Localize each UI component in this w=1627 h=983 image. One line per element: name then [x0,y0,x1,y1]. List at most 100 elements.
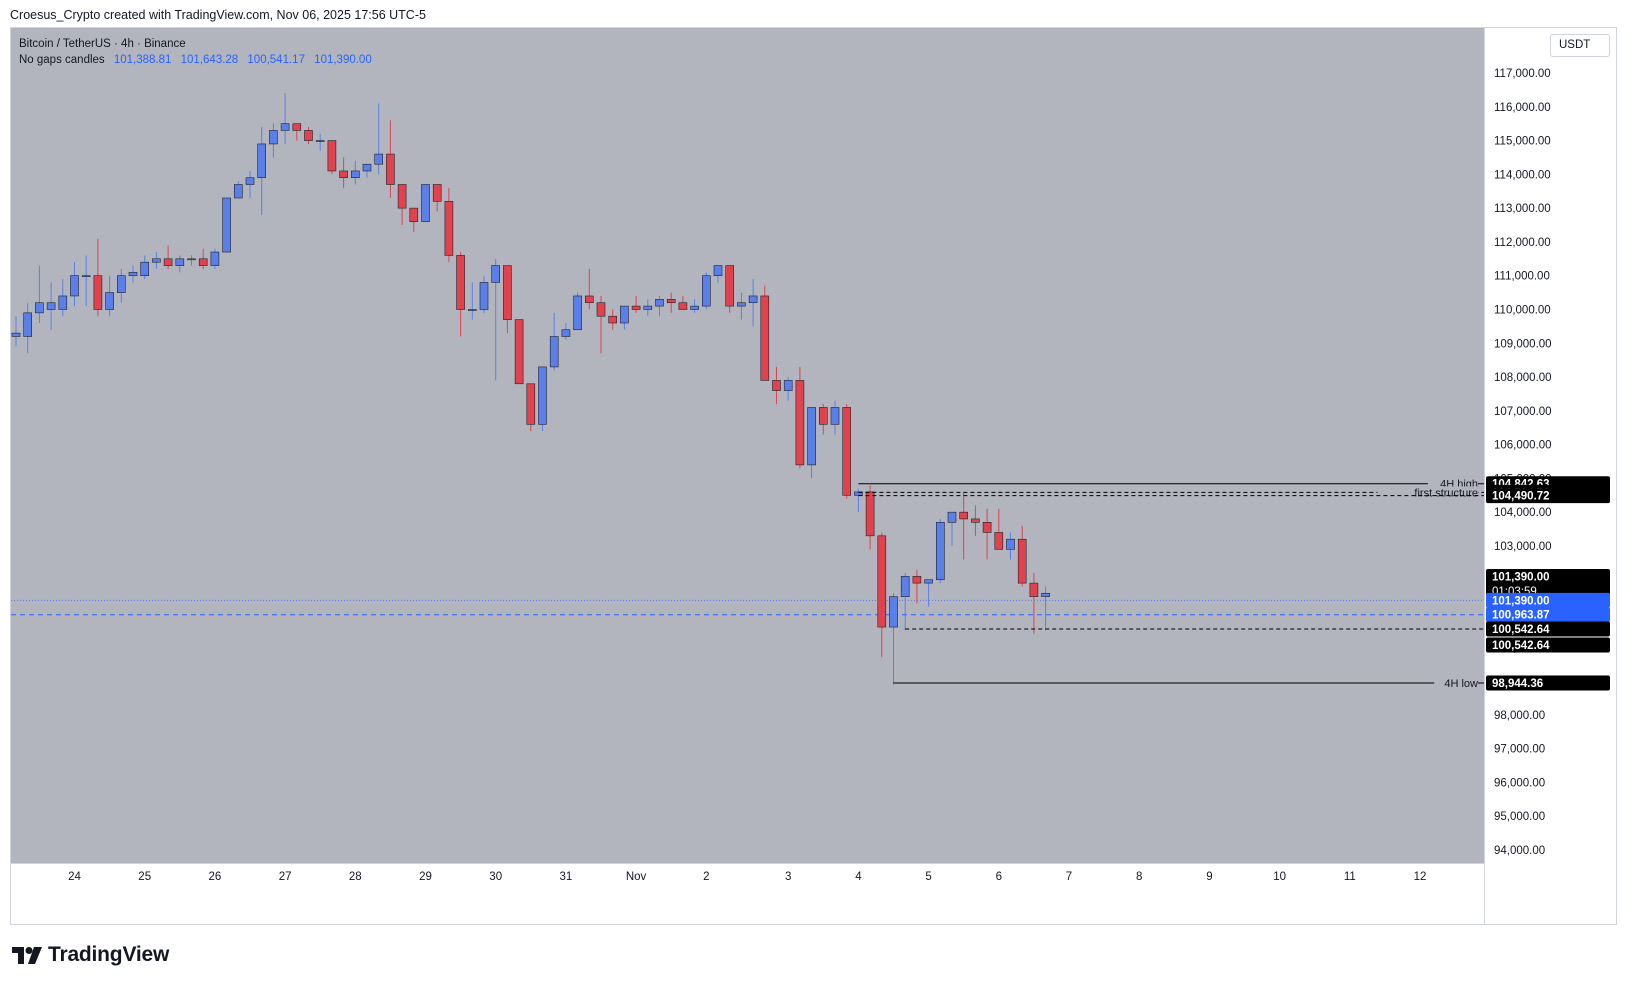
price-axis-label [1486,607,1610,623]
symbol-title[interactable]: Bitcoin / TetherUS · 4h · Binance [19,38,186,50]
candle-type-label: No gaps candles [19,54,105,66]
candle-down [982,522,992,533]
candle-down [608,315,618,324]
candle-up [549,336,559,368]
currency-button[interactable]: USDT [1550,34,1610,57]
level-label: 4H low [1444,678,1478,690]
candle-up [81,275,91,277]
time-axis-background [11,863,1484,924]
candle-up [935,522,945,581]
candle-down [666,299,676,304]
price-axis-label [1486,621,1610,637]
candle-down [292,123,302,131]
candle-up [807,407,816,466]
price-tick-label: 114,000.00 [1494,169,1551,181]
candle-up [491,265,501,283]
time-tick-label: Nov [626,871,647,883]
time-tick-label: 8 [1136,871,1142,883]
price-axis-label [1486,488,1610,504]
candle-up [947,511,957,523]
candle-up [35,302,44,314]
candle-up [140,261,149,276]
price-tick-label: 116,000.00 [1494,102,1551,114]
candle-down [444,201,454,256]
price-axis-label-text: 100,542.64 [1492,640,1550,652]
ohlc-close: 101,390.00 [314,54,372,66]
candle-down [163,258,173,266]
candle-down [760,295,770,381]
candle-up [924,579,933,584]
ohlc-low: 100,541.17 [247,54,305,66]
price-tick-label: 95,000.00 [1494,811,1545,823]
time-tick-label: 3 [785,871,791,883]
candle-down [514,319,524,385]
chart-legend: Bitcoin / TetherUS · 4h · Binance No gap… [19,36,378,68]
candle-down [596,302,606,317]
candle-up [117,275,126,293]
candle-up [362,163,372,172]
price-tick-label: 97,000.00 [1494,744,1545,756]
candle-down [503,265,512,320]
candle-down [877,535,887,628]
candle-down [678,302,688,310]
price-tick-label: 104,000.00 [1494,507,1552,519]
candle-up [11,332,21,337]
time-tick-label: 9 [1206,871,1212,883]
candle-down [526,383,536,425]
tradingview-logo: TradingView [12,943,169,967]
plot-background [11,28,1484,863]
price-tick-label: 96,000.00 [1494,777,1545,789]
candle-down [772,380,781,391]
price-tick-label: 111,000.00 [1494,271,1550,283]
tradingview-logo-icon [12,946,42,964]
candle-up [655,299,664,307]
price-tick-label: 103,000.00 [1494,541,1552,553]
time-tick-label: 12 [1414,871,1427,883]
candle-down [339,170,348,179]
price-tick-label: 117,000.00 [1494,68,1551,80]
price-tick-label: 112,000.00 [1494,237,1551,249]
candle-up [105,292,114,310]
candle-down [631,305,641,310]
price-axis-label-text: 98,944.36 [1492,678,1543,690]
candle-down [584,295,594,304]
candle-up [783,380,793,391]
price-tick-label: 113,000.00 [1494,203,1551,215]
price-axis-label-text: 101,390.00 [1492,595,1550,607]
candle-down [1029,582,1039,597]
candle-up [245,177,255,185]
candle-up [350,170,360,179]
candle-up [234,184,243,199]
candlestick-chart[interactable]: 94,000.00 95,000.00 96,000.00 97,000.00 98,0… [11,28,1617,925]
candle-up [421,184,430,222]
time-tick-label: 27 [279,871,292,883]
level-label-background [1434,676,1478,689]
candle-up [315,140,325,142]
candle-up [643,305,653,310]
candle-up [222,197,231,253]
time-tick-label: 5 [925,871,931,883]
price-axis-label-text: 100,963.87 [1492,610,1550,622]
candle-up [23,312,32,337]
candle-up [70,275,79,297]
candle-up [467,309,477,311]
candle-up [690,305,699,310]
brand-name: TradingView [48,943,170,966]
candle-down [725,265,735,307]
candle-down [912,576,922,584]
candle-down [304,130,313,141]
candle-up [280,123,290,131]
candle-down [818,407,828,425]
candle-up [737,302,746,307]
level-label-background [1377,486,1478,499]
candle-down [456,255,465,310]
time-tick-label: 10 [1273,871,1286,883]
candle-up [900,576,910,597]
ohlc-high: 101,643.28 [180,54,239,66]
candle-down [409,207,419,222]
price-tick-label: 108,000.00 [1494,372,1552,384]
time-tick-label: 2 [703,871,709,883]
chart-caption: Croesus_Crypto created with TradingView.… [10,8,426,22]
candle-up [713,265,723,276]
time-tick-label: 7 [1066,871,1072,883]
